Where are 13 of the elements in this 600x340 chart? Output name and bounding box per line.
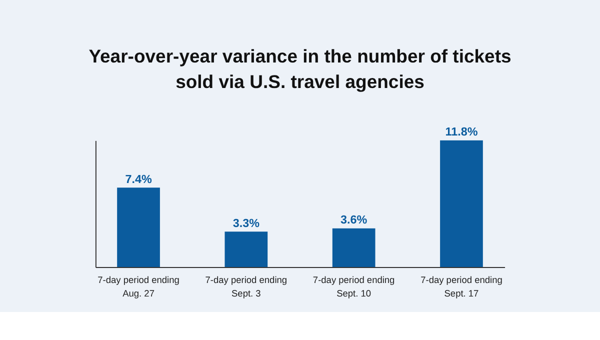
x-tick-label: 7-day period ending Sept. 10 <box>312 275 395 299</box>
data-label: 3.6% <box>340 214 368 227</box>
chart-title: Year-over-year variance in the number of tickets sold via U.S. travel agencies <box>88 45 512 92</box>
x-tick-label: 7-day period ending Sept. 3 <box>205 275 288 299</box>
x-tick-label: 7-day period ending Sept. 17 <box>420 275 502 299</box>
x-tick-label: 7-day period ending Aug. 27 <box>98 275 180 299</box>
data-label: 11.8% <box>445 126 478 139</box>
data-label: 3.3% <box>232 216 260 230</box>
bar <box>332 228 376 268</box>
bar <box>440 140 483 268</box>
bar <box>117 188 160 268</box>
data-label: 7.4% <box>125 172 152 186</box>
bar <box>224 232 268 268</box>
